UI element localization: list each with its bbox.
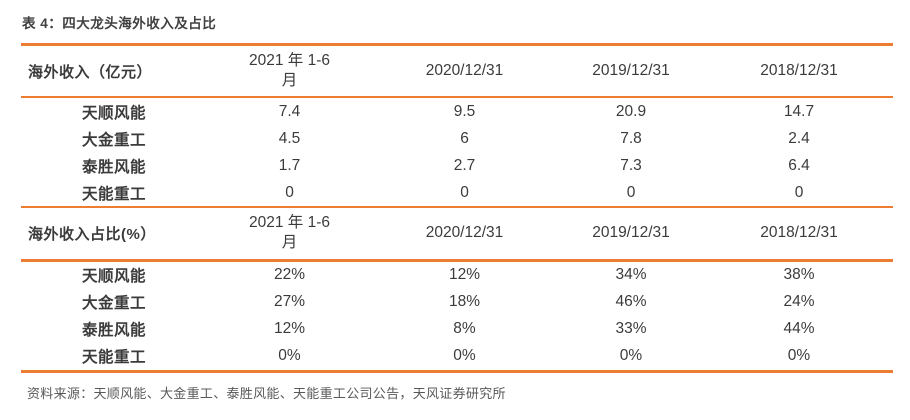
- col-header-2018: 2018/12/31: [760, 62, 838, 80]
- col-header-2020: 2020/12/31: [425, 224, 504, 242]
- table-title: 表 4：四大龙头海外收入及占比: [22, 16, 217, 31]
- value-cell: 0: [460, 183, 469, 201]
- company-name-cell: 天顺风能: [81, 104, 146, 122]
- table-row: 大金重工 4.5 6 7.8 2.4: [21, 125, 893, 152]
- col-header-2018: 2018/12/31: [760, 224, 838, 242]
- table-row: 泰胜风能 12% 8% 33% 44%: [21, 316, 893, 343]
- table-row: 天能重工 0 0 0 0: [21, 179, 893, 207]
- company-name-cell: 天顺风能: [81, 268, 146, 286]
- value-cell: 18%: [448, 293, 481, 311]
- value-cell: 0: [285, 183, 294, 201]
- value-cell: 0: [794, 183, 804, 201]
- col-header-2021h1: 2021 年 1-6 月: [249, 214, 330, 252]
- value-cell: 8%: [453, 320, 476, 338]
- value-cell: 27%: [273, 293, 306, 311]
- col-header-2019: 2019/12/31: [592, 62, 670, 80]
- company-name-cell: 泰胜风能: [81, 322, 146, 340]
- source-note: 资料来源：天顺风能、大金重工、泰胜风能、天能重工公司公告，天风证券研究所: [27, 385, 506, 401]
- value-cell: 0%: [453, 347, 476, 365]
- value-cell: 33%: [615, 320, 647, 338]
- section2-header-row: 海外收入占比(%） 2021 年 1-6 月 2020/12/31 2019/1…: [21, 207, 893, 261]
- value-cell: 22%: [273, 266, 306, 284]
- value-cell: 6.4: [788, 156, 810, 174]
- company-name-cell: 泰胜风能: [81, 158, 146, 176]
- value-cell: 12%: [273, 320, 306, 338]
- section1-header-row: 海外收入（亿元） 2021 年 1-6 月 2020/12/31 2019/12…: [21, 44, 893, 98]
- value-cell: 34%: [615, 266, 647, 284]
- value-cell: 24%: [783, 293, 815, 311]
- value-cell: 2.7: [453, 156, 476, 174]
- col-header-2019: 2019/12/31: [592, 224, 670, 242]
- value-cell: 0%: [278, 347, 301, 365]
- value-cell: 46%: [615, 293, 647, 311]
- value-cell: 7.4: [278, 102, 301, 120]
- table-row: 大金重工 27% 18% 46% 24%: [21, 289, 893, 316]
- value-cell: 0%: [787, 347, 811, 365]
- value-cell: 38%: [783, 266, 815, 284]
- value-cell: 44%: [783, 320, 815, 338]
- company-name-cell: 大金重工: [81, 295, 146, 313]
- value-cell: 7.3: [620, 156, 642, 174]
- value-cell: 14.7: [783, 102, 815, 120]
- value-cell: 0: [626, 183, 636, 201]
- col-header-2020: 2020/12/31: [425, 62, 504, 80]
- table-row: 泰胜风能 1.7 2.7 7.3 6.4: [21, 152, 893, 179]
- company-name-cell: 天能重工: [81, 185, 146, 203]
- value-cell: 4.5: [278, 129, 301, 147]
- table-row: 天顺风能 22% 12% 34% 38%: [21, 260, 893, 289]
- col-header-2021h1: 2021 年 1-6 月: [249, 52, 330, 90]
- value-cell: 6: [460, 129, 469, 147]
- company-name-cell: 天能重工: [81, 349, 146, 367]
- value-cell: 1.7: [278, 156, 301, 174]
- section1-label: 海外收入（亿元）: [28, 63, 153, 81]
- section2-label: 海外收入占比(%）: [28, 225, 156, 243]
- table-row: 天顺风能 7.4 9.5 20.9 14.7: [21, 97, 893, 125]
- value-cell: 0%: [619, 347, 643, 365]
- value-cell: 12%: [448, 266, 481, 284]
- value-cell: 7.8: [620, 129, 642, 147]
- value-cell: 20.9: [615, 102, 647, 120]
- value-cell: 9.5: [453, 102, 476, 120]
- value-cell: 2.4: [788, 129, 810, 147]
- overseas-revenue-table: 海外收入（亿元） 2021 年 1-6 月 2020/12/31 2019/12…: [21, 43, 893, 373]
- table-row: 天能重工 0% 0% 0% 0%: [21, 343, 893, 372]
- company-name-cell: 大金重工: [81, 131, 146, 149]
